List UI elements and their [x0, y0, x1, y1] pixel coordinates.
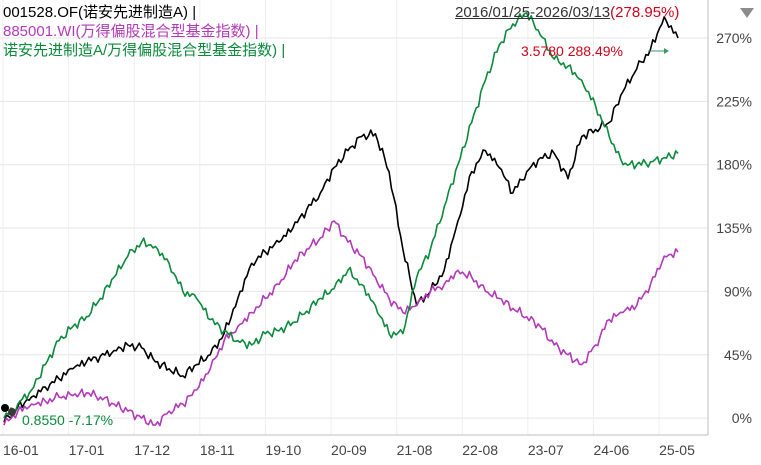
max-annotation: 3.5780 288.49%	[521, 43, 623, 59]
y-tick-label: 180%	[716, 157, 752, 173]
x-axis-labels: 16-01 17-01 17-12 18-11 19-10 20-09 21-08 22-08…	[3, 442, 695, 458]
y-tick-label: 225%	[716, 93, 752, 109]
min-annotation: 0.8550 -7.17%	[22, 412, 113, 429]
x-tick-label: 23-07	[528, 442, 564, 458]
y-axis-labels: 0% 45% 90% 135% 180% 225% 270%	[716, 30, 752, 426]
series-lines	[3, 11, 679, 427]
legend-index[interactable]: 885001.WI(万得偏股混合型基金指数) |	[3, 23, 259, 40]
x-tick-label: 21-08	[397, 442, 433, 458]
x-tick-label: 24-06	[593, 442, 629, 458]
x-tick-label: 25-05	[659, 442, 695, 458]
date-range-selector[interactable]: 2016/01/25-2026/03/13(278.95%)	[455, 3, 679, 22]
range-return: (278.95%)	[610, 4, 680, 21]
x-tick-label: 22-08	[462, 442, 498, 458]
x-tick-label: 17-01	[69, 442, 105, 458]
series-line-2	[3, 11, 679, 419]
min-return: -7.17%	[68, 412, 114, 428]
x-tick-label: 20-09	[331, 442, 367, 458]
triangle-down-icon[interactable]	[740, 8, 754, 18]
min-dot	[8, 408, 16, 416]
x-tick-label: 18-11	[200, 442, 235, 458]
y-tick-label: 270%	[716, 30, 752, 46]
y-tick-label: 90%	[724, 283, 752, 299]
y-tick-label: 135%	[716, 220, 752, 236]
x-tick-label: 17-12	[134, 442, 170, 458]
grid-lines	[0, 0, 708, 435]
date-range-text: 2016/01/25-2026/03/13	[455, 4, 611, 21]
extreme-markers	[1, 48, 669, 416]
x-tick-label: 19-10	[265, 442, 301, 458]
max-arrow-icon	[664, 48, 669, 54]
legend-ratio[interactable]: 诺安先进制造A/万得偏股混合型基金指数) |	[3, 42, 286, 59]
series-line-1	[3, 220, 679, 427]
y-tick-label: 0%	[732, 410, 752, 426]
x-tick-label: 16-01	[3, 442, 39, 458]
y-tick-label: 45%	[724, 347, 752, 363]
series-line-0	[3, 16, 679, 423]
start-dot	[1, 404, 9, 412]
legend-fund[interactable]: 001528.OF(诺安先进制造A) |	[3, 4, 197, 21]
min-value: 0.8550	[22, 412, 65, 428]
